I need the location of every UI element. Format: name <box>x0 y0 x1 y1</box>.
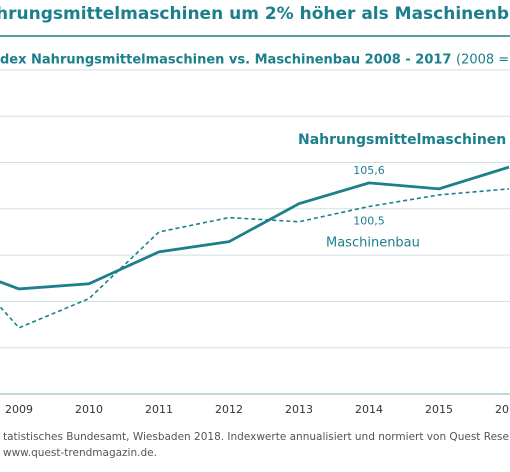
x-tick-label: 2012 <box>215 403 243 416</box>
x-tick-label: 2010 <box>75 403 103 416</box>
x-tick-label: 2016 <box>495 403 510 416</box>
series-line <box>0 188 510 329</box>
series-line <box>0 165 510 291</box>
series-label: Nahrungsmittelmaschinen <box>298 132 506 148</box>
data-label: 105,6 <box>353 164 385 177</box>
x-tick-label: 2011 <box>145 403 173 416</box>
x-tick-label: 2013 <box>285 403 313 416</box>
x-tick-label: 2009 <box>5 403 33 416</box>
x-tick-label: 2014 <box>355 403 383 416</box>
data-label: 100,5 <box>353 214 385 227</box>
source-note: tatistisches Bundesamt, Wiesbaden 2018. … <box>3 431 509 443</box>
chart-title: hrungsmittelmaschinen um 2% höher als Ma… <box>0 4 510 24</box>
url-note: www.quest-trendmagazin.de. <box>3 447 157 459</box>
chart-subtitle: dex Nahrungsmittelmaschinen vs. Maschine… <box>0 53 451 68</box>
subtitle-note: (2008 = <box>456 53 509 68</box>
x-tick-label: 2015 <box>425 403 453 416</box>
series-label: Maschinenbau <box>326 236 420 251</box>
